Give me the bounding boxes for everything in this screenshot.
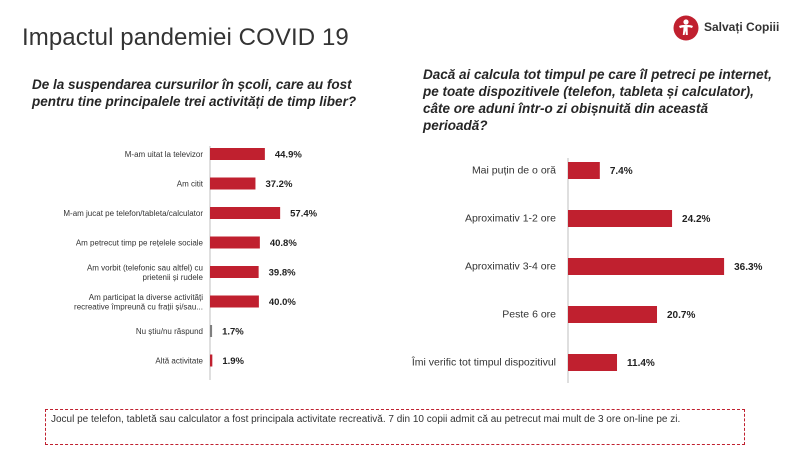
left-value-label: 1.7% <box>222 327 244 338</box>
left-value-label: 37.2% <box>265 179 292 190</box>
left-category-label: M-am jucat pe telefon/tableta/calculator <box>63 209 203 218</box>
right-value-label: 7.4% <box>610 166 633 177</box>
left-category-label: Nu știu/nu răspund <box>136 327 203 336</box>
left-value-label: 1.9% <box>222 356 244 367</box>
left-value-label: 44.9% <box>275 150 302 161</box>
charts-area: 44.9% M-am uitat la televizor 37.2% Am citi… <box>63 146 763 383</box>
left-bar <box>210 177 256 190</box>
right-bar <box>568 354 618 371</box>
right-category-label: Aproximativ 3-4 ore <box>465 261 556 273</box>
left-bar <box>210 207 281 219</box>
right-bar <box>568 258 725 275</box>
right-bar <box>568 210 673 227</box>
left-bar <box>210 266 259 278</box>
left-category-label: Am participat la diverse activități <box>89 293 203 302</box>
right-bar <box>568 162 600 179</box>
left-value-label: 57.4% <box>290 209 317 220</box>
left-bar <box>210 295 259 308</box>
left-category-label: recreative împreună cu frații și/sau... <box>74 302 203 311</box>
left-category-label: M-am uitat la televizor <box>125 150 204 159</box>
left-category-label: Am petrecut timp pe rețelele sociale <box>76 239 204 248</box>
left-category-label: Altă activitate <box>155 357 203 366</box>
right-question: Dacă ai calcula tot timpul pe care îl pe… <box>423 67 772 133</box>
left-bar <box>210 148 265 160</box>
right-category-label: Îmi verific tot timpul dispozitivul <box>411 356 556 369</box>
right-category-label: Aproximativ 1-2 ore <box>465 213 556 225</box>
left-value-label: 39.8% <box>269 268 296 279</box>
right-category-label: Mai puțin de o oră <box>472 165 556 177</box>
right-value-label: 20.7% <box>667 310 695 321</box>
left-bar <box>210 325 213 337</box>
right-category-label: Peste 6 ore <box>502 309 556 321</box>
logo-text: Salvați Copiii <box>704 20 780 34</box>
summary-note: Jocul pe telefon, tabletă sau calculator… <box>45 409 745 445</box>
left-question: De la suspendarea cursurilor în școli, c… <box>32 77 357 109</box>
left-bar <box>210 236 260 249</box>
left-category-label: Am vorbit (telefonic sau altfel) cu <box>87 263 203 272</box>
left-value-label: 40.0% <box>269 297 296 308</box>
right-value-label: 36.3% <box>734 262 762 273</box>
salvati-copiii-logo-icon <box>673 15 699 41</box>
page-title: Impactul pandemiei COVID 19 <box>22 24 349 51</box>
left-value-label: 40.8% <box>270 238 297 249</box>
right-bar <box>568 306 658 323</box>
left-category-label: prietenii și rudele <box>143 273 204 282</box>
brand-logo: Salvați Copiii <box>673 12 793 48</box>
left-bar <box>210 354 213 367</box>
right-value-label: 24.2% <box>682 214 710 225</box>
right-value-label: 11.4% <box>627 358 655 369</box>
left-category-label: Am citit <box>177 180 204 189</box>
